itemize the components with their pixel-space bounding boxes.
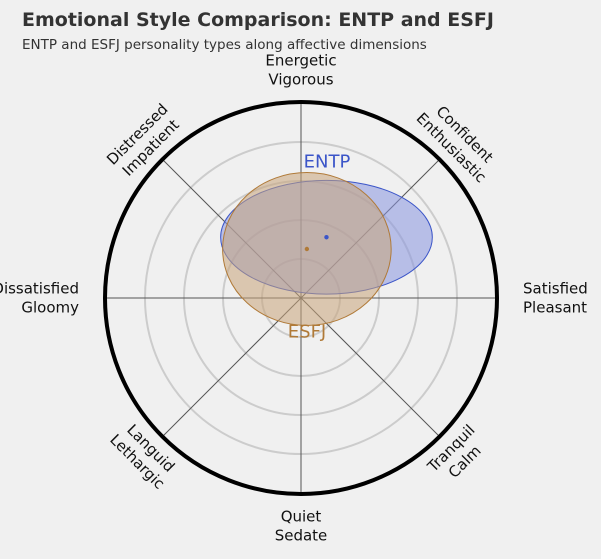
axis-label-east-2: Pleasant xyxy=(523,299,587,317)
axis-label-south-1: Quiet xyxy=(281,508,322,526)
outer-rim xyxy=(103,100,499,496)
series-center-entp xyxy=(324,235,329,240)
axis-label-west-1: Dissatisfied xyxy=(0,280,79,298)
series-layer xyxy=(220,172,433,326)
axis-label-east-1: Satisfied xyxy=(523,280,588,298)
series-label-esfj: ESFJ xyxy=(288,322,326,343)
series-label-entp: ENTP xyxy=(304,152,351,173)
axis-labels: EnergeticVigorousConfidentEnthusiasticSa… xyxy=(0,52,588,545)
series-center-esfj xyxy=(304,246,310,252)
axis-label-north-2: Vigorous xyxy=(268,71,333,89)
axis-label-west-2: Gloomy xyxy=(21,299,79,317)
series-labels: ENTP ESFJ xyxy=(288,152,351,343)
chart-subtitle: ENTP and ESFJ personality types along af… xyxy=(22,37,427,53)
axis-label-north-1: Energetic xyxy=(265,52,336,70)
chart-title: Emotional Style Comparison: ENTP and ESF… xyxy=(22,9,494,31)
axis-label-south-2: Sedate xyxy=(275,527,328,545)
